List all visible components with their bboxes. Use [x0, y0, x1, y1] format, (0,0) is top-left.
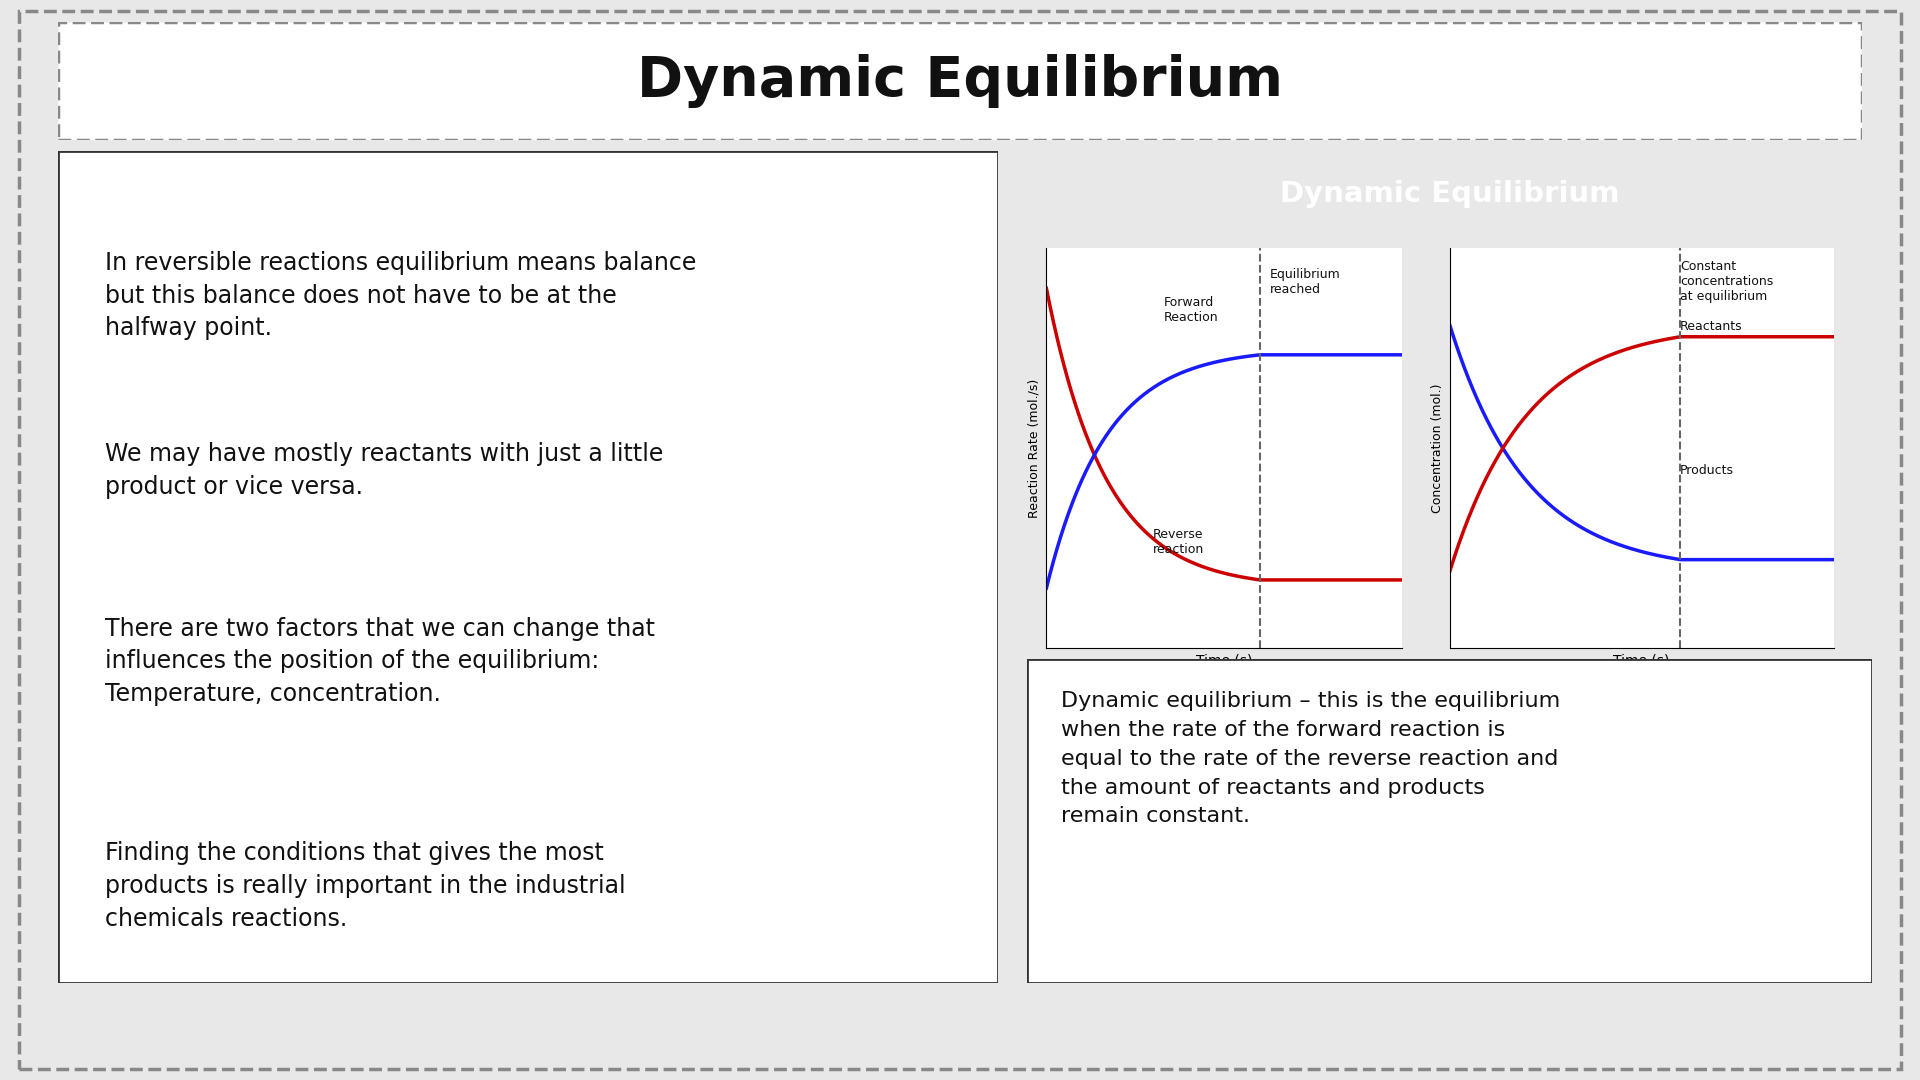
Text: Reverse
reaction: Reverse reaction	[1152, 528, 1204, 556]
Text: There are two factors that we can change that
influences the position of the equ: There are two factors that we can change…	[104, 617, 655, 706]
Y-axis label: Concentration (mol.): Concentration (mol.)	[1430, 383, 1444, 513]
Text: We may have mostly reactants with just a little
product or vice versa.: We may have mostly reactants with just a…	[104, 443, 662, 499]
Text: Reactants: Reactants	[1680, 321, 1743, 334]
Text: Dynamic Equilibrium: Dynamic Equilibrium	[1281, 180, 1619, 208]
X-axis label: Time (s): Time (s)	[1613, 653, 1670, 667]
Y-axis label: Reaction Rate (mol./s): Reaction Rate (mol./s)	[1027, 379, 1041, 517]
Text: In reversible reactions equilibrium means balance
but this balance does not have: In reversible reactions equilibrium mean…	[104, 251, 697, 340]
FancyBboxPatch shape	[1027, 659, 1872, 983]
X-axis label: Time (s): Time (s)	[1196, 653, 1252, 667]
Text: Dynamic Equilibrium: Dynamic Equilibrium	[637, 54, 1283, 108]
Text: Constant
concentrations
at equilibrium: Constant concentrations at equilibrium	[1680, 260, 1774, 303]
Text: Products: Products	[1680, 464, 1734, 477]
Text: Equilibrium
reached: Equilibrium reached	[1271, 268, 1340, 296]
Text: Dynamic equilibrium – this is the equilibrium
when the rate of the forward react: Dynamic equilibrium – this is the equili…	[1062, 691, 1561, 826]
Text: Forward
Reaction: Forward Reaction	[1164, 296, 1219, 324]
FancyBboxPatch shape	[19, 11, 1901, 1069]
FancyBboxPatch shape	[58, 22, 1862, 140]
FancyBboxPatch shape	[58, 151, 998, 983]
Text: Finding the conditions that gives the most
products is really important in the i: Finding the conditions that gives the mo…	[104, 841, 626, 931]
